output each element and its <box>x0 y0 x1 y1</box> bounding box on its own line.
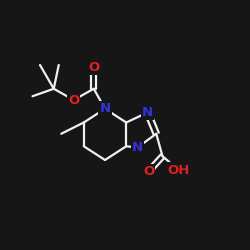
Text: N: N <box>100 102 110 115</box>
Text: O: O <box>68 94 80 106</box>
Text: N: N <box>132 141 143 154</box>
Text: N: N <box>142 106 153 119</box>
Text: OH: OH <box>168 164 190 176</box>
Text: O: O <box>88 61 100 74</box>
Text: O: O <box>143 165 154 178</box>
